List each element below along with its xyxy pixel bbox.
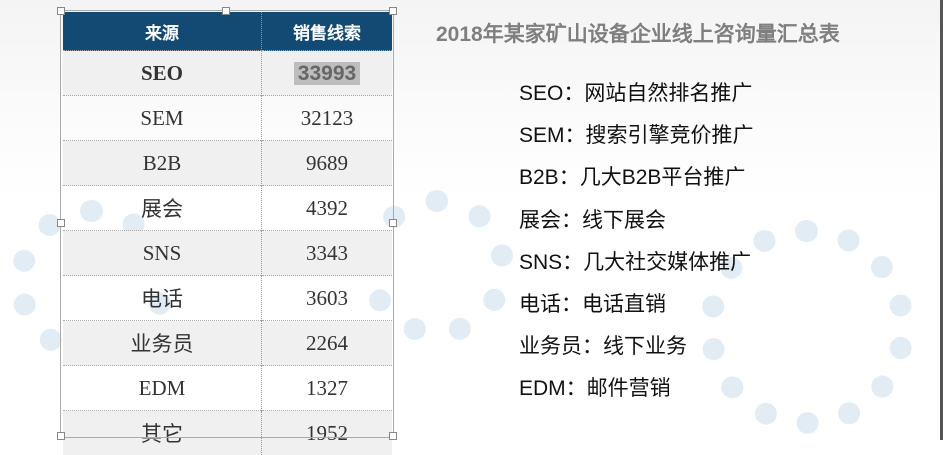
legend-item: 业务员：线下业务 [519, 331, 754, 373]
table-selection-frame[interactable] [60, 10, 394, 438]
resize-handle[interactable] [389, 219, 397, 227]
resize-handle[interactable] [389, 7, 397, 15]
resize-handle[interactable] [57, 219, 65, 227]
resize-handle[interactable] [222, 7, 230, 15]
resize-handle[interactable] [389, 432, 397, 440]
legend-item: 展会：线下展会 [519, 205, 754, 247]
legend-item: SEM：搜索引擎竞价推广 [519, 120, 754, 162]
legend-item: SNS：几大社交媒体推广 [519, 247, 754, 289]
legend-item: 电话：电话直销 [519, 289, 754, 331]
resize-handle[interactable] [57, 7, 65, 15]
resize-handle[interactable] [57, 432, 65, 440]
legend-item: B2B：几大B2B平台推广 [519, 162, 754, 204]
legend-item: EDM：邮件营销 [519, 373, 754, 415]
legend-item: SEO：网站自然排名推广 [519, 78, 754, 120]
slide-title[interactable]: 2018年某家矿山设备企业线上咨询量汇总表 [436, 18, 840, 48]
